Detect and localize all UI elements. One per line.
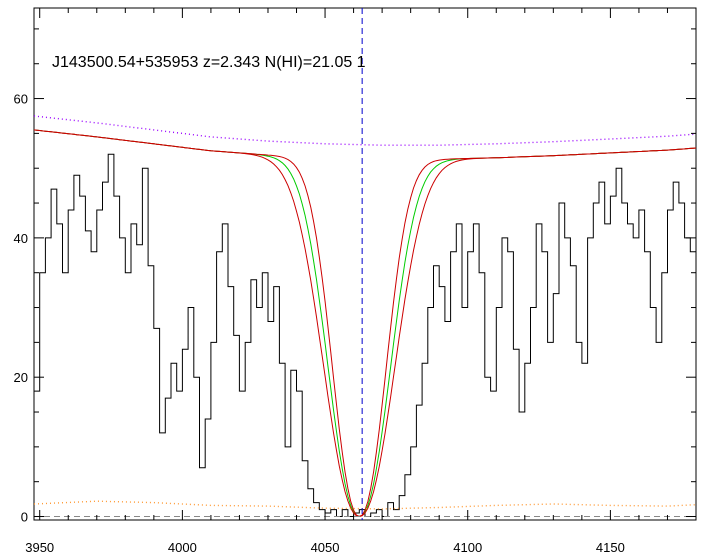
series-continuum	[33, 115, 697, 146]
y-tick-label: 20	[14, 370, 28, 385]
x-tick-label: 3950	[25, 540, 54, 555]
chart-title: J143500.54+535953 z=2.343 N(HI)=21.05 1	[52, 54, 366, 71]
x-tick-label: 4150	[596, 540, 625, 555]
y-tick-label: 60	[14, 92, 28, 107]
series-layer	[33, 8, 697, 520]
x-tick-label: 4050	[311, 540, 340, 555]
plot-frame	[33, 7, 697, 521]
series-model	[33, 129, 697, 518]
x-tick-label: 4100	[453, 540, 482, 555]
y-tick-label: 40	[14, 231, 28, 246]
x-tick-label: 4000	[168, 540, 197, 555]
series-model_bounds_upper	[33, 129, 697, 518]
series-model_bounds	[33, 129, 697, 518]
series-error	[33, 500, 697, 510]
series-flux	[34, 153, 696, 517]
axis-ticks: 3950 4000 4050 4100 4150 0 20 40 60	[14, 8, 697, 555]
y-tick-label: 0	[21, 510, 28, 525]
